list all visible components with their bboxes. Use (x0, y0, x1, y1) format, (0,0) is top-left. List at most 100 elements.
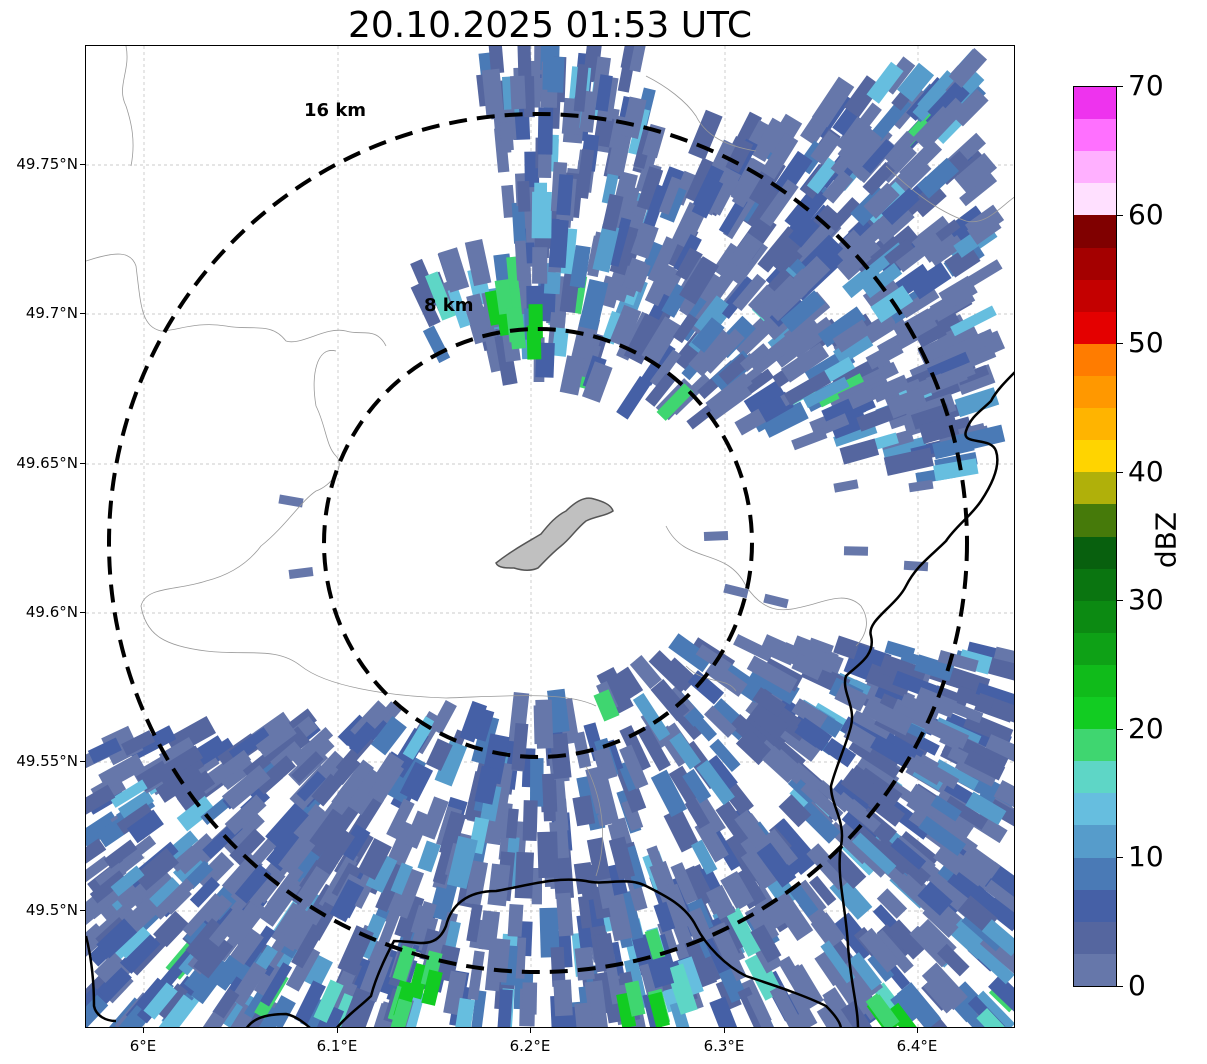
echo-cell (987, 656, 1014, 684)
echo-cell (537, 831, 559, 879)
echo-cell (918, 815, 967, 857)
echo-cell (389, 866, 425, 919)
y-tick-mark (80, 761, 85, 762)
echo-cell (596, 666, 634, 715)
x-tick-mark (724, 1028, 725, 1033)
echo-cell (791, 652, 825, 681)
echo-cell (914, 654, 955, 682)
echo-cell (133, 847, 179, 891)
echo-cell (608, 836, 635, 880)
echo-cell (772, 325, 821, 368)
echo-cell (806, 157, 840, 195)
echo-cell (836, 791, 882, 833)
echo-cell (694, 793, 726, 834)
echo-cell (867, 793, 906, 827)
echo-cell (800, 780, 844, 822)
echo-cell (539, 907, 560, 958)
echo-cell (682, 865, 711, 906)
echo-cell (862, 161, 896, 196)
x-tick-label: 6.1°E (316, 1037, 358, 1055)
echo-cell (241, 925, 275, 968)
echo-cell (619, 725, 651, 773)
echo-cell (861, 697, 914, 736)
echo-cell (470, 990, 487, 1027)
colorbar-segment (1074, 182, 1116, 216)
echo-cell (896, 982, 942, 1027)
echo-cell (572, 795, 596, 827)
y-tick-mark (80, 612, 85, 613)
echo-cell (647, 991, 671, 1027)
echo-cell (174, 833, 218, 875)
echo-cell (148, 877, 183, 911)
echo-cell (796, 298, 831, 329)
echo-cell (173, 770, 216, 807)
echo-cell (677, 956, 704, 996)
colorbar-segment (1074, 760, 1116, 794)
echo-cell (917, 881, 953, 916)
y-tick-mark (80, 313, 85, 314)
y-tick-label: 49.75°N (16, 155, 78, 173)
echo-cell (895, 232, 943, 273)
x-tick-mark (337, 1028, 338, 1033)
echo-cell (975, 682, 1014, 707)
echo-cell (152, 878, 195, 920)
colorbar-segment (1074, 889, 1116, 922)
echo-cell (694, 819, 729, 863)
echo-cell (688, 109, 723, 160)
echo-cell (399, 761, 434, 802)
colorbar-segment (1074, 921, 1116, 954)
echo-cell (858, 927, 901, 973)
echo-cell (586, 837, 611, 883)
echo-cell (705, 884, 736, 920)
echo-cell (873, 929, 914, 974)
echo-cell (529, 758, 544, 807)
echo-cell (280, 910, 314, 952)
echo-cell (905, 756, 943, 786)
radar-map[interactable]: 16 km 8 km (85, 45, 1015, 1028)
echo-cell (86, 994, 109, 1027)
echo-cell (646, 845, 671, 888)
echo-cell (118, 926, 151, 959)
echo-cell (234, 864, 272, 904)
echo-cell (669, 732, 702, 770)
echo-cell (689, 712, 718, 742)
x-tick-mark (917, 1028, 918, 1033)
echo-cell (943, 795, 989, 830)
echo-cell (632, 693, 671, 741)
echo-cell (182, 893, 224, 937)
colorbar-segment (1074, 664, 1116, 698)
echo-cell (890, 837, 927, 870)
echo-cell (839, 438, 880, 465)
echo-cell (511, 202, 527, 244)
echo-cell (720, 870, 755, 911)
echo-cell (957, 895, 998, 934)
echo-cell (410, 282, 441, 328)
echo-cell (723, 583, 749, 599)
echo-cell (886, 919, 926, 960)
echo-cell (909, 925, 951, 968)
echo-cell (553, 979, 573, 1017)
x-tick-label: 6.4°E (896, 1037, 938, 1055)
echo-cell (592, 746, 618, 782)
colorbar-tick-mark (1117, 986, 1123, 987)
echo-cell (641, 316, 682, 366)
colorbar-segment (1074, 856, 1116, 890)
echo-cell (851, 710, 896, 742)
colorbar-tick-label: 30 (1128, 583, 1164, 617)
y-tick-label: 49.7°N (25, 304, 78, 322)
echo-cell (439, 810, 467, 857)
echo-cell (89, 870, 127, 904)
colorbar-tick-label: 60 (1128, 197, 1164, 231)
echo-cell (881, 187, 920, 226)
echo-cell (670, 862, 699, 905)
echo-cell (725, 907, 762, 957)
echo-cell (621, 798, 644, 832)
x-tick-label: 6.2°E (509, 1037, 551, 1055)
echo-cell (823, 737, 857, 768)
colorbar-segment (1074, 246, 1116, 280)
echo-cell (473, 708, 495, 742)
x-tick-mark (143, 1028, 144, 1033)
echo-cell (924, 97, 967, 141)
echo-cell (896, 62, 935, 102)
echo-cell (876, 888, 908, 919)
